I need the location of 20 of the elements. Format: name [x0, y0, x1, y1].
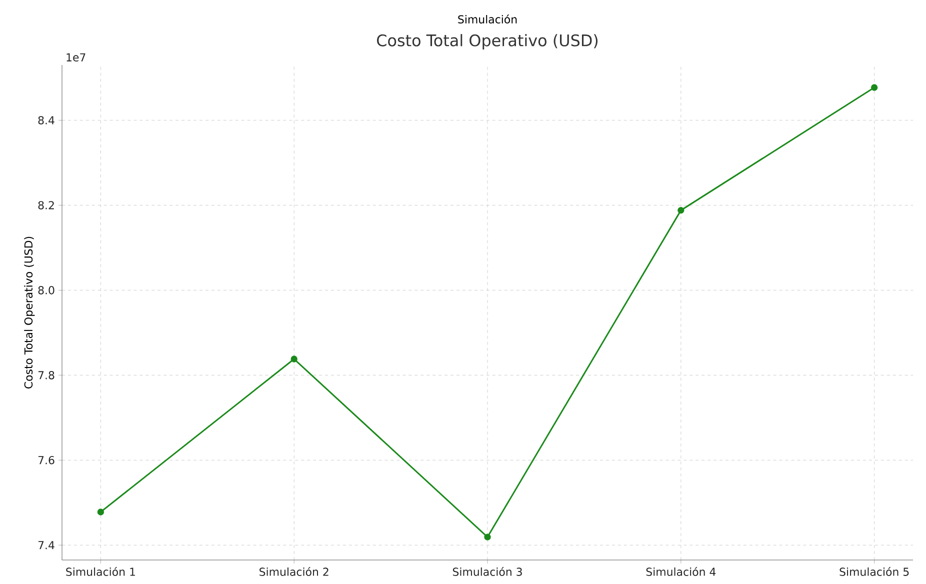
text: 1e7 — [66, 53, 86, 62]
y-tick-label: 8.2 — [38, 201, 54, 210]
point — [484, 534, 491, 540]
point — [97, 508, 104, 516]
y-tick-label: 8.0 — [38, 286, 54, 294]
chart-title: Costo Total Operativo (USD) — [377, 34, 598, 50]
y-tick-label: 8.4 — [38, 116, 54, 124]
x-tick-label: Simulación 5 — [840, 567, 909, 576]
x-tick-label: Simulación 4 — [646, 567, 716, 576]
point — [290, 356, 298, 362]
y-tick-label: 7.6 — [38, 456, 54, 464]
x-axis-title: Simulación — [458, 14, 517, 24]
x-tick-label: Simulación 2 — [260, 567, 328, 576]
y-tick-label: 7.8 — [38, 371, 54, 380]
x-tick-label: Simulación 3 — [452, 567, 522, 576]
y-axis-title: Costo Total Operativo (USD) — [24, 236, 35, 388]
y-tick-label: 7.4 — [38, 541, 54, 550]
point — [678, 206, 684, 214]
x-tick-label: Simulación 1 — [66, 567, 135, 576]
point — [870, 84, 878, 91]
